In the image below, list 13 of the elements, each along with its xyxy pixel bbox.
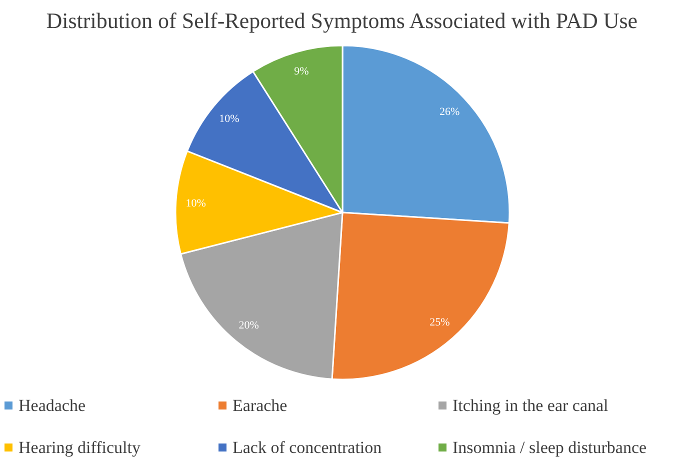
data-label: 26%: [440, 106, 460, 118]
legend-label: Headache: [18, 396, 86, 415]
legend-label: Hearing difficulty: [18, 438, 141, 457]
data-label: 10%: [186, 197, 206, 210]
data-label: 25%: [430, 316, 450, 329]
legend-label: Insomnia / sleep disturbance: [452, 438, 647, 457]
legend-label: Lack of concentration: [232, 438, 382, 457]
chart-title: Distribution of Self-Reported Symptoms Associated with PAD Use: [46, 8, 638, 33]
data-label: 10%: [219, 112, 240, 125]
legend-label: Itching in the ear canal: [452, 396, 609, 415]
data-label: 20%: [238, 320, 259, 332]
data-label: 9%: [294, 65, 309, 78]
legend-label: Earache: [232, 396, 288, 415]
